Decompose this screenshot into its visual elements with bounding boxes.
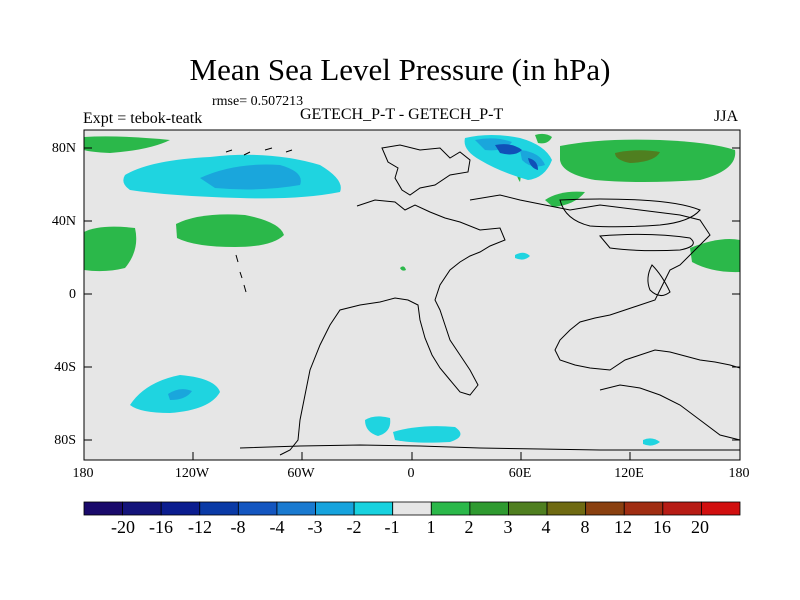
comparison-label: GETECH_P-T - GETECH_P-T — [300, 106, 504, 123]
legend-label-11: 4 — [541, 517, 551, 537]
coastline-australia — [599, 384, 741, 441]
positive-strong-areas — [615, 150, 660, 163]
positive-region-pacific-mid — [176, 214, 284, 247]
lon-label-60w: 60W — [287, 466, 315, 481]
coastline-siberia — [559, 198, 701, 228]
legend-box-0 — [83, 501, 123, 516]
coastline-greenland-europe — [381, 144, 471, 196]
negative-region-southern-ocean — [393, 426, 461, 443]
positive-anomaly-areas — [84, 133, 740, 273]
legend-box-15 — [662, 501, 702, 516]
negative-mid-arctic-b — [520, 150, 545, 167]
axis-ticks — [84, 147, 740, 460]
legend-label-2: -12 — [188, 517, 212, 537]
lat-label-80n: 80N — [51, 141, 76, 156]
legend-box-6 — [315, 501, 355, 516]
legend-box-3 — [199, 501, 239, 516]
negative-mid-north-pacific — [200, 164, 301, 190]
legend-label-13: 12 — [614, 517, 632, 537]
season-label: JJA — [714, 108, 739, 125]
coastline-antarctica — [239, 444, 740, 451]
coastline-indochina — [647, 264, 671, 296]
legend-label-8: 1 — [426, 517, 436, 537]
legend-label-14: 16 — [653, 517, 671, 537]
legend-label-4: -4 — [269, 517, 285, 537]
positive-region-north-pacific-east — [690, 239, 740, 273]
legend-box-11 — [508, 501, 548, 516]
legend-label-0: -20 — [111, 517, 135, 537]
negative-region-small-b — [643, 438, 660, 446]
negative-strong-areas — [495, 144, 538, 170]
legend-label-5: -3 — [307, 517, 323, 537]
legend-box-7 — [353, 501, 394, 516]
legend-box-14 — [623, 501, 664, 516]
legend-box-2 — [160, 501, 201, 516]
rmse-label: rmse= 0.507213 — [212, 94, 304, 109]
legend-box-10 — [469, 501, 509, 516]
coastline-pacific-islands — [235, 254, 247, 293]
legend-box-4 — [237, 501, 278, 516]
positive-region-west-pacific — [84, 226, 137, 272]
lon-label-180w: 180 — [72, 466, 94, 481]
lat-label-80s: 80S — [54, 433, 76, 448]
coastline-africa-americas — [279, 199, 506, 456]
lat-label-40n: 40N — [51, 214, 76, 229]
map-title: Mean Sea Level Pressure (in hPa) — [189, 52, 611, 87]
negative-region-small-a — [515, 252, 530, 260]
legend-colorbar — [83, 501, 741, 516]
legend-label-3: -8 — [230, 517, 246, 537]
legend-box-9 — [430, 501, 471, 516]
experiment-label: Expt = tebok-teatk — [83, 110, 203, 127]
legend-label-10: 3 — [503, 517, 513, 537]
legend-box-13 — [585, 501, 625, 516]
negative-mid-south-pacific — [168, 389, 192, 400]
negative-strong-arctic-b — [528, 158, 538, 170]
lon-label-180e: 180 — [728, 466, 750, 481]
positive-strong-siberia — [615, 150, 660, 163]
coastlines — [225, 144, 741, 456]
lat-label-0: 0 — [69, 287, 76, 302]
legend-label-12: 8 — [580, 517, 590, 537]
negative-strong-arctic-a — [495, 144, 522, 155]
legend-label-9: 2 — [464, 517, 474, 537]
legend-box-16 — [701, 501, 741, 516]
legend-label-6: -2 — [346, 517, 362, 537]
lon-label-120e: 120E — [614, 466, 644, 481]
negative-region-south-atlantic — [365, 416, 391, 436]
legend-box-12 — [546, 501, 587, 516]
legend-box-8 — [392, 501, 432, 516]
legend-box-1 — [122, 501, 162, 516]
lat-label-40s: 40S — [54, 360, 76, 375]
lon-label-60e: 60E — [508, 466, 532, 481]
legend-box-5 — [276, 501, 316, 516]
positive-region-siberia — [560, 139, 736, 182]
coastline-asia — [469, 194, 741, 371]
positive-region-arctic-edge — [535, 133, 552, 144]
lon-label-120w: 120W — [174, 466, 210, 481]
coastline-central-asia — [598, 233, 694, 252]
legend-label-15: 20 — [691, 517, 709, 537]
positive-region-north-pacific — [84, 136, 170, 153]
legend-label-1: -16 — [149, 517, 173, 537]
coastline-arctic-islands — [225, 147, 293, 156]
positive-region-small-b — [400, 266, 406, 271]
legend-label-7: -1 — [384, 517, 400, 537]
lon-label-0: 0 — [407, 466, 415, 481]
